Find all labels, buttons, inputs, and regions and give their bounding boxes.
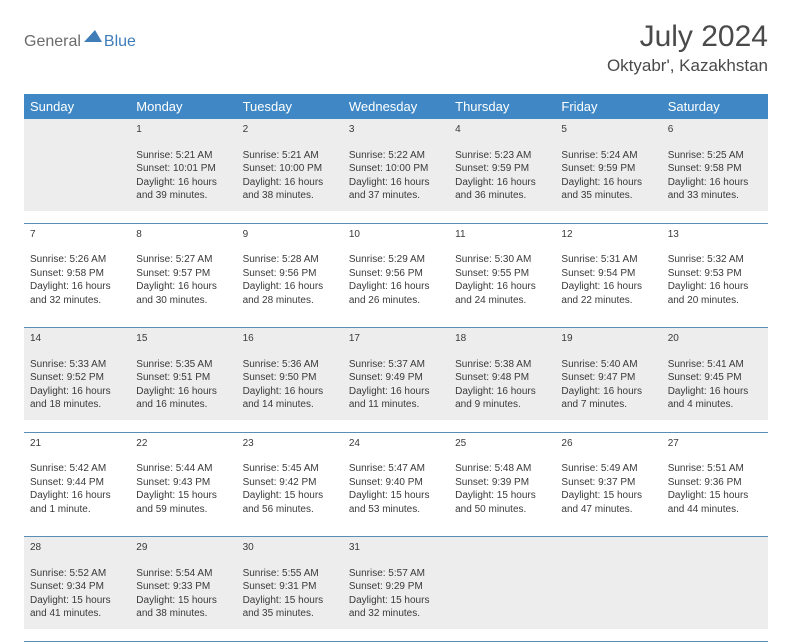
day-number: 4 bbox=[449, 119, 555, 145]
day-details: Sunrise: 5:25 AMSunset: 9:58 PMDaylight:… bbox=[662, 145, 768, 211]
day-number: 10 bbox=[343, 223, 449, 249]
day-number: 11 bbox=[449, 223, 555, 249]
day-number bbox=[555, 537, 661, 563]
day-details: Sunrise: 5:31 AMSunset: 9:54 PMDaylight:… bbox=[555, 249, 661, 315]
day-details: Sunrise: 5:57 AMSunset: 9:29 PMDaylight:… bbox=[343, 563, 449, 629]
day-details: Sunrise: 5:32 AMSunset: 9:53 PMDaylight:… bbox=[662, 249, 768, 315]
day-number: 17 bbox=[343, 328, 449, 354]
day-number: 18 bbox=[449, 328, 555, 354]
day-number: 29 bbox=[130, 537, 236, 563]
day-number: 20 bbox=[662, 328, 768, 354]
day-number: 1 bbox=[130, 119, 236, 145]
weekday-header: Thursday bbox=[449, 94, 555, 119]
day-details: Sunrise: 5:38 AMSunset: 9:48 PMDaylight:… bbox=[449, 354, 555, 420]
calendar-weekday-header: SundayMondayTuesdayWednesdayThursdayFrid… bbox=[24, 94, 768, 119]
weekday-header: Friday bbox=[555, 94, 661, 119]
day-number: 24 bbox=[343, 432, 449, 458]
day-details bbox=[662, 563, 768, 629]
day-number: 16 bbox=[237, 328, 343, 354]
day-details: Sunrise: 5:47 AMSunset: 9:40 PMDaylight:… bbox=[343, 458, 449, 524]
calendar-table: SundayMondayTuesdayWednesdayThursdayFrid… bbox=[24, 94, 768, 642]
day-number bbox=[662, 537, 768, 563]
day-details: Sunrise: 5:26 AMSunset: 9:58 PMDaylight:… bbox=[24, 249, 130, 315]
day-number: 21 bbox=[24, 432, 130, 458]
day-details: Sunrise: 5:36 AMSunset: 9:50 PMDaylight:… bbox=[237, 354, 343, 420]
day-number: 13 bbox=[662, 223, 768, 249]
day-number: 6 bbox=[662, 119, 768, 145]
weekday-header: Monday bbox=[130, 94, 236, 119]
day-number: 25 bbox=[449, 432, 555, 458]
day-details: Sunrise: 5:48 AMSunset: 9:39 PMDaylight:… bbox=[449, 458, 555, 524]
day-details: Sunrise: 5:24 AMSunset: 9:59 PMDaylight:… bbox=[555, 145, 661, 211]
logo: General Blue bbox=[24, 28, 136, 56]
day-number: 9 bbox=[237, 223, 343, 249]
weekday-header: Wednesday bbox=[343, 94, 449, 119]
logo-triangle-icon bbox=[84, 28, 102, 46]
day-details: Sunrise: 5:23 AMSunset: 9:59 PMDaylight:… bbox=[449, 145, 555, 211]
day-details: Sunrise: 5:41 AMSunset: 9:45 PMDaylight:… bbox=[662, 354, 768, 420]
day-details: Sunrise: 5:45 AMSunset: 9:42 PMDaylight:… bbox=[237, 458, 343, 524]
day-number: 30 bbox=[237, 537, 343, 563]
day-details: Sunrise: 5:55 AMSunset: 9:31 PMDaylight:… bbox=[237, 563, 343, 629]
day-number: 31 bbox=[343, 537, 449, 563]
weekday-header: Saturday bbox=[662, 94, 768, 119]
page-subtitle: Oktyabr', Kazakhstan bbox=[607, 56, 768, 76]
day-details: Sunrise: 5:51 AMSunset: 9:36 PMDaylight:… bbox=[662, 458, 768, 524]
day-details: Sunrise: 5:37 AMSunset: 9:49 PMDaylight:… bbox=[343, 354, 449, 420]
day-details: Sunrise: 5:27 AMSunset: 9:57 PMDaylight:… bbox=[130, 249, 236, 315]
day-details bbox=[449, 563, 555, 629]
week-separator bbox=[24, 211, 768, 224]
day-number: 14 bbox=[24, 328, 130, 354]
weekday-header: Sunday bbox=[24, 94, 130, 119]
day-details: Sunrise: 5:49 AMSunset: 9:37 PMDaylight:… bbox=[555, 458, 661, 524]
title-block: July 2024 Oktyabr', Kazakhstan bbox=[607, 20, 768, 76]
week-separator bbox=[24, 524, 768, 537]
day-number: 7 bbox=[24, 223, 130, 249]
day-details: Sunrise: 5:21 AMSunset: 10:00 PMDaylight… bbox=[237, 145, 343, 211]
day-details: Sunrise: 5:44 AMSunset: 9:43 PMDaylight:… bbox=[130, 458, 236, 524]
day-details: Sunrise: 5:42 AMSunset: 9:44 PMDaylight:… bbox=[24, 458, 130, 524]
day-number: 2 bbox=[237, 119, 343, 145]
day-details: Sunrise: 5:22 AMSunset: 10:00 PMDaylight… bbox=[343, 145, 449, 211]
week-separator bbox=[24, 420, 768, 433]
day-details bbox=[24, 145, 130, 211]
header: General Blue July 2024 Oktyabr', Kazakhs… bbox=[24, 20, 768, 76]
day-number: 22 bbox=[130, 432, 236, 458]
logo-text-blue: Blue bbox=[104, 33, 136, 51]
day-number: 26 bbox=[555, 432, 661, 458]
day-details: Sunrise: 5:28 AMSunset: 9:56 PMDaylight:… bbox=[237, 249, 343, 315]
day-number: 28 bbox=[24, 537, 130, 563]
day-details: Sunrise: 5:29 AMSunset: 9:56 PMDaylight:… bbox=[343, 249, 449, 315]
day-details: Sunrise: 5:54 AMSunset: 9:33 PMDaylight:… bbox=[130, 563, 236, 629]
day-details bbox=[555, 563, 661, 629]
logo-text-general: General bbox=[24, 33, 81, 51]
day-number: 23 bbox=[237, 432, 343, 458]
day-number bbox=[24, 119, 130, 145]
day-details: Sunrise: 5:40 AMSunset: 9:47 PMDaylight:… bbox=[555, 354, 661, 420]
day-details: Sunrise: 5:52 AMSunset: 9:34 PMDaylight:… bbox=[24, 563, 130, 629]
week-separator bbox=[24, 629, 768, 642]
week-separator bbox=[24, 315, 768, 328]
day-details: Sunrise: 5:33 AMSunset: 9:52 PMDaylight:… bbox=[24, 354, 130, 420]
day-number: 12 bbox=[555, 223, 661, 249]
day-details: Sunrise: 5:21 AMSunset: 10:01 PMDaylight… bbox=[130, 145, 236, 211]
day-number: 19 bbox=[555, 328, 661, 354]
day-number: 8 bbox=[130, 223, 236, 249]
day-number: 15 bbox=[130, 328, 236, 354]
weekday-header: Tuesday bbox=[237, 94, 343, 119]
day-number bbox=[449, 537, 555, 563]
day-number: 5 bbox=[555, 119, 661, 145]
day-number: 27 bbox=[662, 432, 768, 458]
page-title: July 2024 bbox=[607, 20, 768, 54]
day-details: Sunrise: 5:35 AMSunset: 9:51 PMDaylight:… bbox=[130, 354, 236, 420]
day-details: Sunrise: 5:30 AMSunset: 9:55 PMDaylight:… bbox=[449, 249, 555, 315]
day-number: 3 bbox=[343, 119, 449, 145]
